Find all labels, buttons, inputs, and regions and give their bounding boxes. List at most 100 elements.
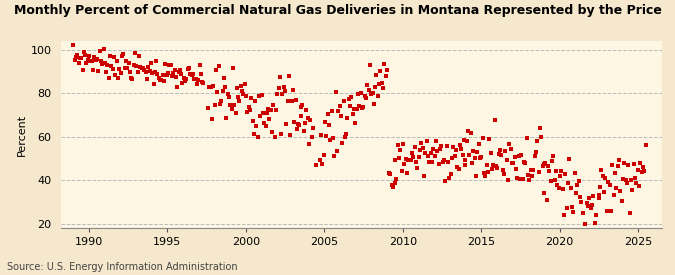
Point bbox=[198, 81, 209, 86]
Point bbox=[250, 98, 261, 103]
Point bbox=[580, 222, 591, 226]
Point bbox=[552, 183, 563, 187]
Point bbox=[192, 81, 202, 86]
Point bbox=[144, 69, 155, 73]
Point bbox=[246, 96, 256, 100]
Point bbox=[512, 175, 522, 180]
Point bbox=[371, 73, 382, 78]
Point bbox=[204, 85, 215, 89]
Point bbox=[487, 166, 497, 171]
Point bbox=[562, 181, 573, 185]
Point bbox=[396, 169, 407, 173]
Point bbox=[479, 170, 489, 175]
Point bbox=[355, 91, 366, 95]
Point bbox=[282, 99, 293, 103]
Point bbox=[330, 90, 341, 94]
Point bbox=[293, 122, 304, 127]
Point bbox=[558, 213, 569, 217]
Point bbox=[593, 196, 604, 200]
Point bbox=[290, 98, 301, 102]
Point bbox=[572, 183, 583, 188]
Point bbox=[433, 162, 444, 166]
Point bbox=[398, 142, 408, 146]
Point bbox=[229, 103, 240, 107]
Point bbox=[84, 54, 95, 58]
Point bbox=[264, 117, 275, 122]
Point bbox=[247, 118, 258, 123]
Point bbox=[252, 134, 263, 139]
Point bbox=[296, 105, 306, 110]
Point bbox=[90, 57, 101, 62]
Point bbox=[157, 73, 168, 77]
Point bbox=[543, 163, 554, 168]
Point bbox=[531, 150, 541, 154]
Point bbox=[256, 93, 267, 97]
Point bbox=[121, 59, 132, 63]
Point bbox=[516, 153, 526, 158]
Point bbox=[349, 107, 360, 111]
Point bbox=[436, 144, 447, 148]
Point bbox=[146, 61, 157, 65]
Point bbox=[588, 194, 599, 198]
Point bbox=[342, 116, 353, 120]
Point bbox=[222, 92, 233, 96]
Point bbox=[568, 210, 578, 214]
Point bbox=[395, 148, 406, 153]
Point bbox=[359, 94, 370, 98]
Point bbox=[329, 154, 340, 158]
Point bbox=[289, 120, 300, 124]
Point bbox=[624, 211, 635, 216]
Point bbox=[641, 142, 651, 147]
Point bbox=[124, 70, 135, 74]
Point bbox=[488, 163, 499, 168]
Point bbox=[566, 205, 577, 209]
Point bbox=[564, 157, 574, 161]
Point bbox=[489, 118, 500, 122]
Point bbox=[107, 66, 118, 71]
Point bbox=[267, 130, 277, 134]
Point bbox=[635, 161, 646, 165]
Point bbox=[379, 62, 389, 66]
Point bbox=[298, 129, 309, 134]
Point bbox=[103, 76, 114, 80]
Point bbox=[623, 163, 634, 167]
Point bbox=[618, 177, 628, 181]
Point bbox=[306, 135, 317, 139]
Point bbox=[205, 85, 216, 89]
Point bbox=[240, 94, 251, 98]
Point bbox=[333, 109, 344, 114]
Point bbox=[631, 181, 642, 185]
Point bbox=[522, 173, 533, 177]
Point bbox=[189, 76, 200, 81]
Point bbox=[238, 92, 249, 96]
Point bbox=[325, 138, 335, 142]
Point bbox=[146, 71, 157, 76]
Point bbox=[255, 113, 266, 118]
Point bbox=[366, 92, 377, 96]
Point bbox=[597, 174, 608, 178]
Point bbox=[88, 67, 99, 72]
Point bbox=[190, 77, 201, 82]
Point bbox=[481, 163, 492, 167]
Point bbox=[406, 158, 416, 162]
Point bbox=[402, 171, 412, 175]
Point bbox=[92, 57, 103, 61]
Point bbox=[536, 135, 547, 139]
Point bbox=[595, 185, 605, 189]
Point bbox=[82, 58, 93, 62]
Point bbox=[105, 54, 115, 59]
Point bbox=[130, 51, 140, 55]
Point bbox=[281, 122, 292, 127]
Point bbox=[111, 59, 122, 63]
Point bbox=[394, 156, 404, 160]
Point bbox=[96, 58, 107, 63]
Point bbox=[248, 132, 259, 136]
Point bbox=[292, 126, 302, 131]
Point bbox=[213, 63, 224, 68]
Point bbox=[560, 171, 570, 176]
Point bbox=[427, 160, 437, 164]
Point bbox=[505, 147, 516, 152]
Point bbox=[340, 135, 350, 139]
Point bbox=[316, 133, 327, 137]
Point bbox=[614, 158, 624, 162]
